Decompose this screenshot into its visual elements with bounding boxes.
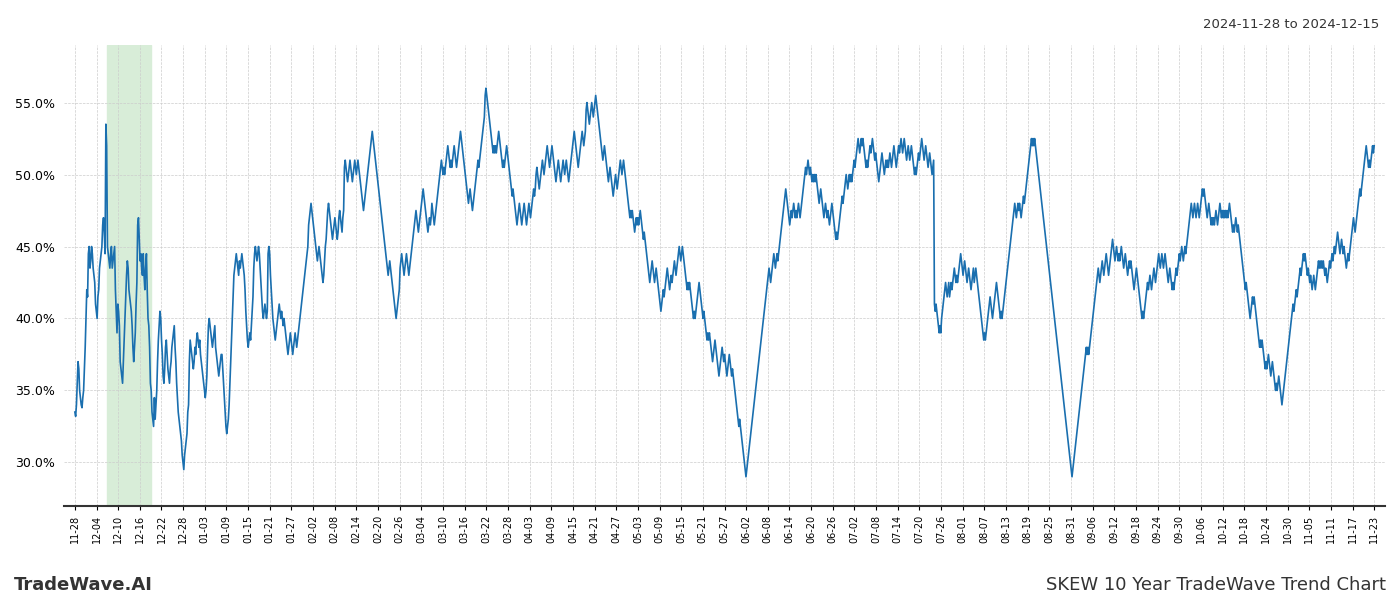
Text: SKEW 10 Year TradeWave Trend Chart: SKEW 10 Year TradeWave Trend Chart (1046, 576, 1386, 594)
Text: 2024-11-28 to 2024-12-15: 2024-11-28 to 2024-12-15 (1203, 18, 1379, 31)
Text: TradeWave.AI: TradeWave.AI (14, 576, 153, 594)
Bar (108, 45, 151, 506)
